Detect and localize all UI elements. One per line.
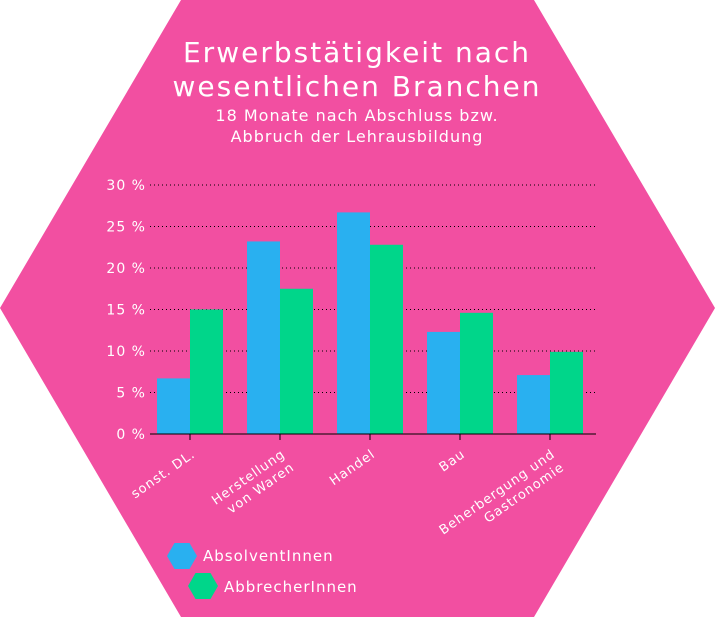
bar-absolventinnen-3 — [427, 331, 460, 434]
bar-absolventinnen-2 — [337, 212, 370, 434]
y-tick-label: 10 % — [106, 344, 146, 360]
chart-subtitle-line-2: Abbruch der Lehrausbildung — [231, 127, 484, 146]
bar-abbrecherinnen-0 — [190, 309, 223, 434]
y-tick-label: 0 % — [116, 427, 146, 443]
y-tick-label: 30 % — [106, 178, 146, 194]
y-tick-label: 20 % — [106, 261, 146, 277]
bars — [157, 212, 583, 434]
y-tick-label: 15 % — [106, 303, 146, 319]
bar-absolventinnen-1 — [247, 241, 280, 434]
legend-label-absolventinnen: AbsolventInnen — [203, 547, 334, 565]
bar-abbrecherinnen-4 — [550, 351, 583, 434]
y-tick-label: 5 % — [116, 386, 146, 402]
legend-label-abbrecherinnen: AbbrecherInnen — [224, 578, 358, 596]
bar-absolventinnen-0 — [157, 378, 190, 434]
y-tick-label: 25 % — [106, 220, 146, 236]
x-axis-tick-marks — [189, 434, 551, 440]
legend-marker-absolventinnen — [167, 543, 197, 569]
chart-title-line-1: Erwerbstätigkeit nach — [183, 36, 531, 69]
legend-marker-abbrecherinnen — [188, 573, 218, 599]
bar-abbrecherinnen-2 — [370, 244, 403, 434]
bar-abbrecherinnen-1 — [280, 288, 313, 434]
bar-absolventinnen-4 — [517, 375, 550, 434]
y-axis-ticks: 0 % 5 % 10 % 15 % 20 % 25 % 30 % — [106, 178, 146, 443]
chart-subtitle-line-1: 18 Monate nach Abschluss bzw. — [215, 106, 498, 125]
chart-title-line-2: wesentlichen Branchen — [173, 70, 542, 103]
bar-abbrecherinnen-3 — [460, 312, 493, 434]
legend: AbsolventInnen AbbrecherInnen — [167, 543, 358, 599]
